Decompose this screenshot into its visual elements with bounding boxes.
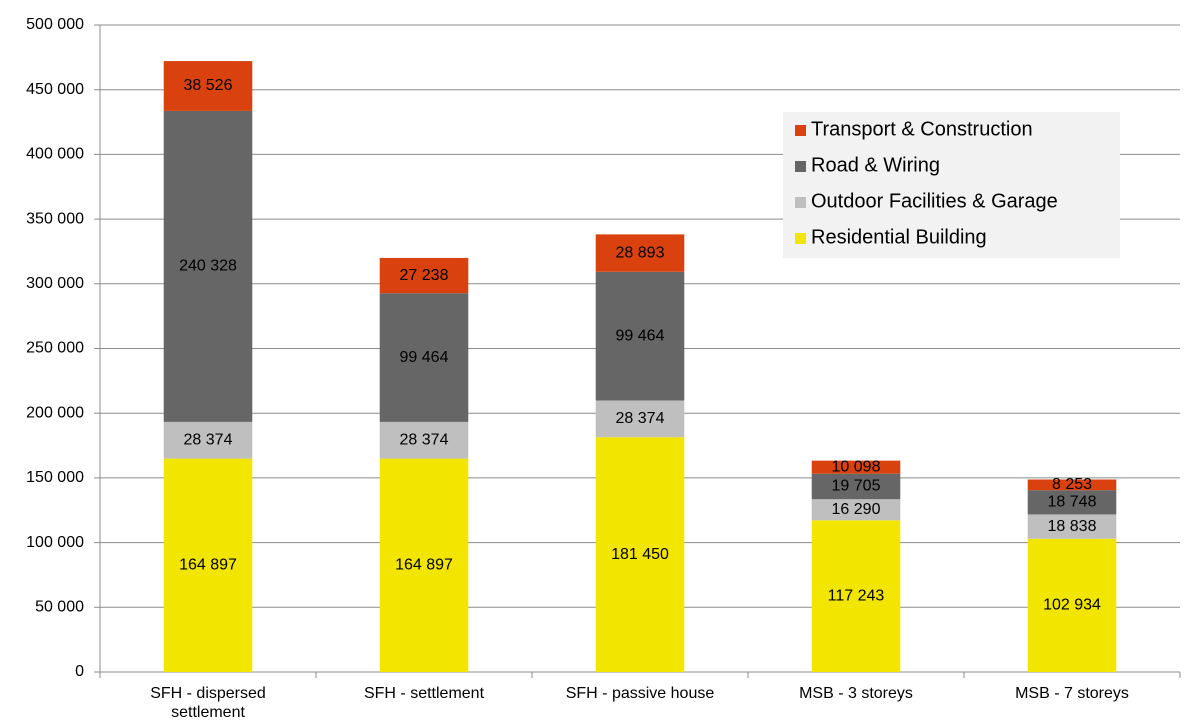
bar-segment — [811, 499, 901, 521]
y-tick-label: 100 000 — [26, 534, 84, 551]
y-tick-label: 300 000 — [26, 275, 84, 292]
value-label: 27 238 — [400, 267, 449, 284]
y-tick-label: 350 000 — [26, 210, 84, 227]
value-label: 38 526 — [184, 77, 233, 94]
legend-swatch — [795, 161, 806, 172]
value-label: 164 897 — [395, 557, 453, 574]
y-tick-label: 450 000 — [26, 81, 84, 98]
legend-box — [783, 112, 1120, 258]
bar-segment — [163, 110, 253, 422]
value-label: 18 748 — [1048, 494, 1097, 511]
bar-segment — [163, 421, 253, 459]
value-label: 8 253 — [1052, 476, 1092, 493]
value-label: 18 838 — [1048, 518, 1097, 535]
bar-segment — [1027, 490, 1117, 515]
bar-segment — [811, 460, 901, 474]
bar-segment — [379, 421, 469, 459]
legend-label: Residential Building — [811, 226, 987, 248]
bar-segment — [379, 293, 469, 422]
bar-segment — [379, 458, 469, 672]
value-label: 164 897 — [179, 557, 237, 574]
value-label: 10 098 — [832, 458, 881, 475]
y-tick-label: 400 000 — [26, 146, 84, 163]
bar-segment — [1027, 479, 1117, 491]
legend-label: Outdoor Facilities & Garage — [811, 190, 1058, 212]
legend-swatch — [795, 197, 806, 208]
bar-segment — [595, 437, 685, 672]
y-tick-label: 250 000 — [26, 340, 84, 357]
bar-segment — [1027, 514, 1117, 539]
bar-segment — [811, 520, 901, 672]
x-tick-label: SFH - passive house — [565, 685, 715, 702]
value-label: 28 374 — [184, 431, 233, 448]
value-label: 16 290 — [832, 501, 881, 518]
value-label: 240 328 — [179, 258, 237, 275]
value-label: 99 464 — [400, 349, 449, 366]
bar-segment — [163, 458, 253, 672]
bar-segment — [595, 234, 685, 272]
bar-segment — [379, 257, 469, 294]
legend-label: Road & Wiring — [811, 154, 940, 176]
legend-label: Transport & Construction — [811, 118, 1033, 140]
value-label: 19 705 — [832, 478, 881, 495]
y-tick-label: 200 000 — [26, 404, 84, 421]
bar-segment — [595, 271, 685, 401]
value-label: 28 374 — [616, 410, 665, 427]
y-tick-label: 500 000 — [26, 16, 84, 33]
x-tick-label: SFH - settlement — [363, 685, 485, 702]
legend-swatch — [795, 233, 806, 244]
bar-segment — [595, 400, 685, 438]
x-tick-label: MSB - 7 storeys — [1015, 685, 1129, 702]
y-tick-label: 0 — [75, 663, 84, 680]
x-tick-label: SFH - dispersed settlement — [150, 685, 266, 721]
x-tick-label: MSB - 3 storeys — [799, 685, 913, 702]
value-label: 102 934 — [1043, 597, 1101, 614]
value-label: 28 374 — [400, 431, 449, 448]
bar-segment — [811, 473, 901, 500]
bar-segment — [1027, 538, 1117, 672]
value-label: 28 893 — [616, 244, 665, 261]
bar-segment — [163, 61, 253, 111]
y-tick-label: 50 000 — [35, 599, 84, 616]
value-label: 99 464 — [616, 327, 665, 344]
y-tick-label: 150 000 — [26, 469, 84, 486]
legend-swatch — [795, 125, 806, 136]
value-label: 181 450 — [611, 546, 669, 563]
value-label: 117 243 — [828, 587, 885, 604]
